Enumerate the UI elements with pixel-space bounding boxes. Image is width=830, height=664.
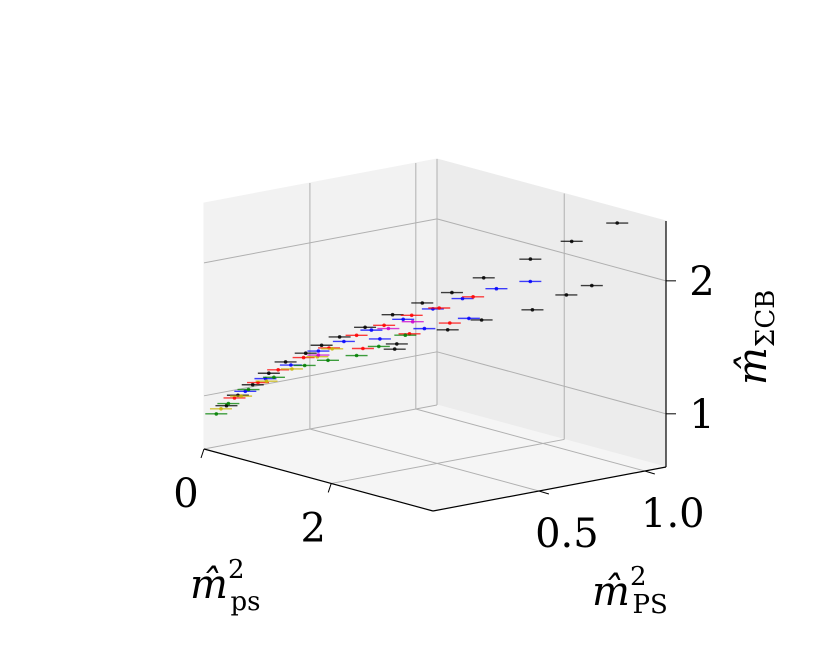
data-point xyxy=(403,333,408,338)
grid-y-floor xyxy=(415,408,645,472)
data-point xyxy=(283,360,288,364)
data-point xyxy=(530,308,535,312)
data-point xyxy=(250,382,255,387)
data-point xyxy=(410,319,415,324)
data-point xyxy=(267,371,271,376)
y-tick-mark xyxy=(538,490,550,495)
data-point xyxy=(382,323,386,328)
data-point xyxy=(342,339,346,344)
grid-z-back xyxy=(436,218,667,282)
x-tick-mark xyxy=(200,448,205,459)
data-point xyxy=(590,283,594,288)
data-point xyxy=(337,335,342,339)
pane-left xyxy=(203,158,438,450)
grid-z-left xyxy=(203,351,438,397)
data-point xyxy=(319,343,324,348)
data-point xyxy=(479,318,484,322)
grid-lines xyxy=(203,159,667,492)
y-tick-label: 0.5 xyxy=(535,511,599,557)
data-point xyxy=(390,312,395,317)
data-point xyxy=(243,389,248,394)
data-point xyxy=(460,296,465,301)
y-axis-label: m̂2 PS xyxy=(592,562,668,620)
data-point xyxy=(232,396,237,400)
axis-edges xyxy=(203,221,667,512)
data-point xyxy=(494,286,499,291)
data-point xyxy=(272,375,276,380)
data-point xyxy=(422,326,427,331)
data-point xyxy=(409,313,414,318)
data-point xyxy=(392,347,397,351)
data-point xyxy=(246,387,251,392)
y-axis-line xyxy=(432,466,667,512)
x-tick-label: 0 xyxy=(173,471,198,517)
data-point xyxy=(302,363,307,368)
y-tick-label: 1.0 xyxy=(641,491,705,537)
data-point xyxy=(386,326,391,331)
data-point xyxy=(450,290,454,295)
data-point xyxy=(569,239,574,244)
data-point xyxy=(420,301,425,305)
grid-y-floor xyxy=(309,428,540,492)
data-point xyxy=(395,342,399,346)
data-point xyxy=(354,333,359,338)
data-point xyxy=(219,407,223,411)
data-point xyxy=(290,367,294,371)
grid-x-floor xyxy=(203,404,438,450)
x-axis-line xyxy=(203,448,434,512)
grid-z-left xyxy=(203,218,438,264)
data-point xyxy=(276,368,281,372)
data-point xyxy=(369,328,374,332)
data-point xyxy=(239,394,243,398)
data-point xyxy=(377,344,381,349)
data-point xyxy=(471,295,475,299)
x-tick-mark xyxy=(327,483,332,493)
data-point xyxy=(448,321,452,325)
data-point xyxy=(316,353,321,357)
z-tick-label: 1 xyxy=(689,392,714,438)
data-point xyxy=(437,306,442,310)
grid-z-back xyxy=(436,351,667,415)
data-point xyxy=(214,412,219,416)
data-point xyxy=(264,379,269,384)
x-axis-label: m̂2 ps xyxy=(190,555,260,617)
data-point xyxy=(289,363,293,367)
data-point xyxy=(401,317,406,322)
axis-panes xyxy=(203,158,667,512)
data-point xyxy=(303,351,308,356)
z-tick-label: 2 xyxy=(689,259,714,305)
data-point xyxy=(226,401,231,406)
data-point xyxy=(301,355,306,360)
data-point xyxy=(316,349,321,353)
data-point xyxy=(354,353,359,358)
data-point xyxy=(326,358,330,363)
data-point xyxy=(528,257,533,261)
data-point xyxy=(528,279,533,284)
data-points xyxy=(205,221,629,416)
data-point xyxy=(361,346,365,351)
y-tick-mark xyxy=(644,470,655,475)
data-point xyxy=(363,325,367,330)
data-point xyxy=(378,337,382,341)
data-point xyxy=(564,293,569,297)
data-point xyxy=(481,276,486,280)
data-point xyxy=(330,347,335,351)
data-point xyxy=(467,316,471,321)
data-point xyxy=(445,328,450,332)
data-point xyxy=(615,221,619,225)
z-axis-label: m̂ΣCB xyxy=(730,290,781,385)
grid-x-floor xyxy=(331,438,565,484)
tick-labels: 0 2 0.5 1.0 1 2 xyxy=(173,259,714,557)
x-tick-label: 2 xyxy=(300,505,325,551)
